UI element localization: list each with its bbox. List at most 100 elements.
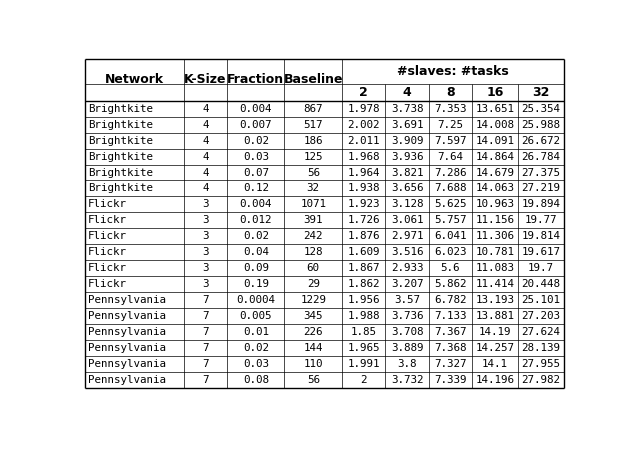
- Text: 1.862: 1.862: [347, 279, 380, 289]
- Text: 3.656: 3.656: [391, 184, 423, 194]
- Text: 1.938: 1.938: [347, 184, 380, 194]
- Text: 1229: 1229: [300, 295, 326, 305]
- Text: Brightkite: Brightkite: [88, 135, 153, 146]
- Text: 125: 125: [304, 152, 323, 162]
- Text: Brightkite: Brightkite: [88, 104, 153, 114]
- Text: 3: 3: [202, 215, 209, 225]
- Text: 3.708: 3.708: [391, 327, 423, 337]
- Text: #slaves: #tasks: #slaves: #tasks: [397, 65, 509, 78]
- Text: 3.909: 3.909: [391, 135, 423, 146]
- Text: 7.327: 7.327: [434, 359, 467, 369]
- Text: 14.091: 14.091: [476, 135, 514, 146]
- Text: 11.414: 11.414: [476, 279, 514, 289]
- Text: 0.007: 0.007: [240, 120, 272, 130]
- Text: 128: 128: [304, 247, 323, 257]
- Text: 0.012: 0.012: [240, 215, 272, 225]
- Text: 7.368: 7.368: [434, 343, 467, 353]
- Text: 6.782: 6.782: [434, 295, 467, 305]
- Text: 4: 4: [202, 152, 209, 162]
- Text: Pennsylvania: Pennsylvania: [88, 343, 166, 353]
- Text: 27.955: 27.955: [521, 359, 560, 369]
- Text: 7: 7: [202, 359, 209, 369]
- Text: 4: 4: [202, 120, 209, 130]
- Text: 1.876: 1.876: [347, 231, 380, 241]
- Text: 242: 242: [304, 231, 323, 241]
- Text: 19.814: 19.814: [521, 231, 560, 241]
- Text: 3.128: 3.128: [391, 199, 423, 209]
- Text: 1.965: 1.965: [347, 343, 380, 353]
- Text: Flickr: Flickr: [88, 279, 127, 289]
- Text: 110: 110: [304, 359, 323, 369]
- Text: 26.784: 26.784: [521, 152, 560, 162]
- Text: 32: 32: [533, 86, 550, 99]
- Text: 7.25: 7.25: [437, 120, 463, 130]
- Text: 1.968: 1.968: [347, 152, 380, 162]
- Text: 7: 7: [202, 311, 209, 321]
- Text: 25.101: 25.101: [521, 295, 560, 305]
- Text: 13.881: 13.881: [476, 311, 514, 321]
- Text: 32: 32: [307, 184, 320, 194]
- Text: 5.625: 5.625: [434, 199, 467, 209]
- Text: 19.77: 19.77: [525, 215, 557, 225]
- Text: 56: 56: [307, 375, 320, 385]
- Text: 0.0004: 0.0004: [236, 295, 275, 305]
- Text: 27.219: 27.219: [521, 184, 560, 194]
- Text: 25.354: 25.354: [521, 104, 560, 114]
- Text: 2: 2: [359, 86, 368, 99]
- Text: Network: Network: [105, 73, 164, 86]
- Text: 4: 4: [202, 184, 209, 194]
- Text: 6.041: 6.041: [434, 231, 467, 241]
- Text: 3.936: 3.936: [391, 152, 423, 162]
- Text: 3.207: 3.207: [391, 279, 423, 289]
- Text: 4: 4: [202, 104, 209, 114]
- Text: Brightkite: Brightkite: [88, 184, 153, 194]
- Text: 1.85: 1.85: [351, 327, 377, 337]
- Text: 3.516: 3.516: [391, 247, 423, 257]
- Text: 25.988: 25.988: [521, 120, 560, 130]
- Text: 0.02: 0.02: [243, 231, 269, 241]
- Text: Pennsylvania: Pennsylvania: [88, 359, 166, 369]
- Text: 7: 7: [202, 327, 209, 337]
- Text: 3: 3: [202, 279, 209, 289]
- Text: 27.203: 27.203: [521, 311, 560, 321]
- Text: 0.03: 0.03: [243, 359, 269, 369]
- Text: 0.12: 0.12: [243, 184, 269, 194]
- Text: 7.367: 7.367: [434, 327, 467, 337]
- Text: Fraction: Fraction: [227, 73, 285, 86]
- Text: 0.04: 0.04: [243, 247, 269, 257]
- Text: K-Size: K-Size: [184, 73, 227, 86]
- Text: 11.083: 11.083: [476, 263, 514, 273]
- Text: 11.306: 11.306: [476, 231, 514, 241]
- Text: 1.956: 1.956: [347, 295, 380, 305]
- Text: 391: 391: [304, 215, 323, 225]
- Text: 0.03: 0.03: [243, 152, 269, 162]
- Text: 7.286: 7.286: [434, 167, 467, 177]
- Text: 2.933: 2.933: [391, 263, 423, 273]
- Text: 29: 29: [307, 279, 320, 289]
- Text: 13.193: 13.193: [476, 295, 514, 305]
- Text: Brightkite: Brightkite: [88, 167, 153, 177]
- Text: 7: 7: [202, 343, 209, 353]
- Text: 0.02: 0.02: [243, 135, 269, 146]
- Text: 14.008: 14.008: [476, 120, 514, 130]
- Text: 19.894: 19.894: [521, 199, 560, 209]
- Text: 3.736: 3.736: [391, 311, 423, 321]
- Text: 5.862: 5.862: [434, 279, 467, 289]
- Text: 3.738: 3.738: [391, 104, 423, 114]
- Text: Flickr: Flickr: [88, 199, 127, 209]
- Text: 19.617: 19.617: [521, 247, 560, 257]
- Text: 345: 345: [304, 311, 323, 321]
- Text: 3.061: 3.061: [391, 215, 423, 225]
- Text: 1.978: 1.978: [347, 104, 380, 114]
- Text: 1.991: 1.991: [347, 359, 380, 369]
- Text: 1.726: 1.726: [347, 215, 380, 225]
- Text: 867: 867: [304, 104, 323, 114]
- Text: 60: 60: [307, 263, 320, 273]
- Text: 186: 186: [304, 135, 323, 146]
- Text: 3.691: 3.691: [391, 120, 423, 130]
- Text: 10.963: 10.963: [476, 199, 514, 209]
- Text: 3: 3: [202, 231, 209, 241]
- Text: 27.375: 27.375: [521, 167, 560, 177]
- Text: 5.757: 5.757: [434, 215, 467, 225]
- Text: 6.023: 6.023: [434, 247, 467, 257]
